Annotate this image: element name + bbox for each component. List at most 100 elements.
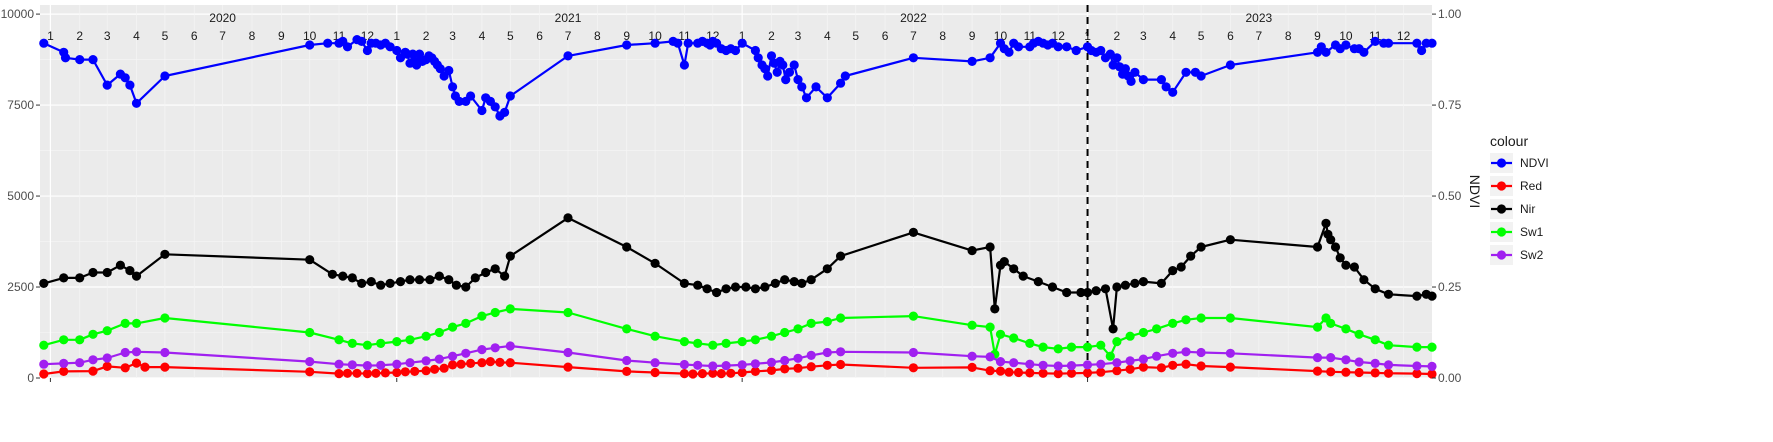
- data-point-ndvi: [125, 80, 135, 90]
- data-point-sw1: [1053, 344, 1063, 354]
- data-point-sw2: [1181, 347, 1191, 357]
- data-point-ndvi: [683, 38, 693, 48]
- data-point-nir: [59, 273, 69, 283]
- y-left-tick-label: 10000: [1, 7, 35, 21]
- data-point-ndvi: [1359, 47, 1369, 57]
- data-point-red: [822, 360, 832, 370]
- data-point-ndvi: [1412, 38, 1422, 48]
- data-point-sw1: [347, 338, 357, 348]
- data-point-ndvi: [750, 45, 761, 56]
- data-point-sw2: [793, 353, 803, 363]
- data-point-sw1: [721, 338, 731, 348]
- data-point-sw1: [737, 337, 747, 347]
- data-point-ndvi: [836, 78, 846, 88]
- data-point-red: [563, 362, 573, 372]
- data-point-sw2: [362, 361, 372, 371]
- data-point-ndvi: [1004, 47, 1014, 57]
- data-point-nir: [702, 284, 712, 294]
- data-point-sw1: [563, 307, 573, 318]
- data-point-ndvi: [414, 49, 425, 59]
- data-point-red: [362, 369, 372, 379]
- data-point-nir: [908, 227, 919, 237]
- data-point-nir: [1156, 278, 1166, 288]
- month-label: 10: [994, 29, 1008, 43]
- data-point-sw2: [1082, 360, 1093, 370]
- data-point-nir: [366, 277, 376, 287]
- data-point-nir: [470, 273, 480, 283]
- data-point-sw1: [750, 335, 761, 345]
- legend-label-nir: Nir: [1520, 202, 1535, 216]
- data-point-red: [39, 369, 49, 379]
- data-point-sw1: [1412, 342, 1422, 352]
- data-point-ndvi: [753, 53, 763, 63]
- month-label: 6: [536, 29, 543, 43]
- data-point-red: [650, 367, 660, 378]
- year-label: 2020: [209, 11, 236, 25]
- data-point-red: [59, 366, 69, 376]
- data-point-red: [908, 363, 919, 373]
- data-point-nir: [347, 273, 357, 283]
- data-point-nir: [160, 249, 170, 259]
- series-red: [39, 357, 1437, 379]
- data-point-sw1: [1312, 322, 1323, 332]
- data-point-sw1: [1009, 333, 1019, 343]
- data-point-red: [1025, 368, 1035, 378]
- data-point-ndvi: [362, 45, 372, 56]
- data-point-ndvi: [679, 60, 690, 70]
- data-point-ndvi: [1053, 42, 1063, 52]
- legend-key-point-nir: [1496, 204, 1507, 214]
- series-sw1: [39, 304, 1437, 361]
- data-point-red: [716, 369, 726, 379]
- data-point-nir: [1112, 282, 1122, 292]
- data-point-sw1: [1038, 342, 1048, 352]
- data-point-ndvi: [435, 64, 445, 74]
- data-point-nir: [338, 271, 348, 281]
- data-point-nir: [780, 275, 790, 285]
- data-point-sw1: [1370, 335, 1380, 345]
- data-point-sw2: [1354, 357, 1364, 367]
- data-point-sw1: [421, 331, 431, 341]
- data-point-red: [1138, 362, 1148, 372]
- data-point-nir: [88, 267, 98, 278]
- y-right-tick-label: 0.50: [1438, 189, 1462, 203]
- data-point-nir: [1120, 280, 1130, 290]
- data-point-nir: [1412, 291, 1422, 301]
- data-point-ndvi: [60, 53, 71, 63]
- data-point-sw2: [563, 347, 573, 358]
- data-point-nir: [1176, 262, 1186, 272]
- data-point-sw2: [490, 343, 500, 353]
- data-point-sw1: [1082, 342, 1093, 352]
- data-point-nir: [622, 242, 632, 252]
- data-point-sw1: [985, 322, 995, 332]
- data-point-nir: [1138, 277, 1148, 287]
- month-label: 4: [824, 29, 831, 43]
- month-label: 12: [1397, 29, 1411, 43]
- data-point-red: [1225, 362, 1235, 372]
- data-point-red: [836, 359, 846, 370]
- data-point-red: [1370, 368, 1380, 378]
- data-point-nir: [444, 275, 454, 285]
- month-label: 10: [648, 29, 662, 43]
- data-point-sw1: [1181, 315, 1191, 325]
- data-point-ndvi: [967, 56, 977, 66]
- data-point-sw2: [967, 351, 977, 361]
- data-point-sw1: [59, 335, 69, 345]
- data-point-sw1: [160, 313, 170, 323]
- data-point-sw2: [1009, 358, 1019, 368]
- data-point-red: [421, 366, 431, 376]
- month-label: 2: [76, 29, 83, 43]
- data-point-ndvi: [840, 71, 850, 81]
- month-label: 4: [133, 29, 140, 43]
- data-point-sw1: [822, 317, 832, 327]
- month-label: 5: [1198, 29, 1205, 43]
- month-label: 3: [104, 29, 111, 43]
- y-left-tick-label: 0: [27, 371, 34, 385]
- month-label: 1: [393, 29, 400, 43]
- data-point-sw2: [448, 351, 458, 361]
- data-point-sw2: [1152, 351, 1162, 361]
- data-point-red: [1312, 366, 1323, 376]
- data-point-nir: [712, 287, 722, 298]
- data-point-sw2: [305, 357, 315, 367]
- y-right-tick-label: 1.00: [1438, 7, 1462, 21]
- data-point-ndvi: [490, 102, 500, 112]
